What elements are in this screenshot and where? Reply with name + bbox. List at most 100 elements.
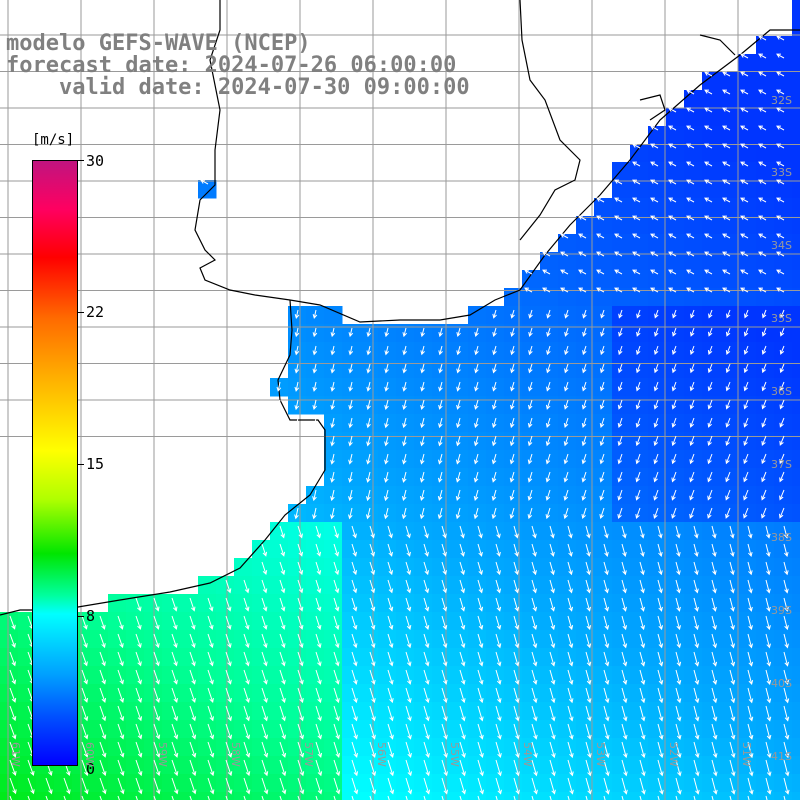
wind-arrow <box>171 795 174 800</box>
field-cell <box>126 612 145 631</box>
wind-arrow <box>707 399 713 410</box>
field-cell <box>540 684 559 703</box>
field-cell <box>540 432 559 451</box>
wind-arrow <box>740 233 749 239</box>
field-cell <box>396 684 415 703</box>
wind-arrow <box>153 651 160 667</box>
field-cell <box>630 522 649 541</box>
field-cell <box>360 702 379 721</box>
field-cell <box>738 378 757 397</box>
wind-arrow <box>585 759 592 777</box>
field-cell <box>126 630 145 649</box>
wind-arrow <box>117 633 124 649</box>
field-cell <box>738 792 757 800</box>
field-cell <box>666 792 685 800</box>
wind-arrow <box>207 633 214 649</box>
field-cell <box>252 558 271 577</box>
wind-arrow <box>423 723 430 740</box>
wind-arrow <box>312 417 317 429</box>
field-cell <box>522 342 541 361</box>
field-cell <box>684 792 703 800</box>
field-cell <box>360 486 379 505</box>
wind-arrow <box>650 269 659 275</box>
field-cell <box>378 414 397 433</box>
wind-arrow <box>495 543 501 557</box>
wind-arrow <box>207 777 215 795</box>
wind-arrow <box>402 345 407 356</box>
field-cell <box>270 594 289 613</box>
field-cell <box>594 414 613 433</box>
field-cell <box>360 558 379 577</box>
field-cell <box>450 342 469 361</box>
wind-arrow <box>261 651 268 667</box>
field-cell <box>468 720 487 739</box>
field-cell <box>396 738 415 757</box>
wind-arrow <box>632 179 641 185</box>
wind-arrow <box>297 759 305 777</box>
field-cell <box>468 504 487 523</box>
wind-arrow <box>207 669 214 685</box>
wind-arrow <box>704 125 713 131</box>
wind-arrow <box>549 741 556 759</box>
wind-arrow <box>635 399 641 410</box>
field-cell <box>756 666 775 685</box>
wind-arrow <box>531 597 538 612</box>
wind-arrow <box>81 633 88 649</box>
field-cell <box>522 684 541 703</box>
wind-arrow <box>722 197 731 203</box>
wind-arrow <box>690 327 695 337</box>
field-cell <box>594 702 613 721</box>
wind-arrow <box>225 669 232 685</box>
wind-arrow <box>776 53 785 59</box>
field-cell <box>666 558 685 577</box>
field-cell <box>540 306 559 325</box>
wind-arrow <box>312 309 318 319</box>
field-cell <box>630 432 649 451</box>
wind-arrow <box>369 669 376 685</box>
wind-arrow <box>765 759 772 777</box>
field-cell <box>486 774 505 793</box>
field-cell <box>414 468 433 487</box>
wind-arrow <box>402 363 407 374</box>
wind-arrow <box>722 179 731 185</box>
field-cell <box>252 738 271 757</box>
field-cell <box>360 666 379 685</box>
field-cell <box>468 738 487 757</box>
wind-arrow <box>402 435 407 447</box>
field-cell <box>378 486 397 505</box>
lon-label: 58W <box>229 742 242 767</box>
wind-arrow <box>686 197 695 203</box>
wind-arrow <box>441 687 448 704</box>
wind-arrow <box>560 233 569 239</box>
field-cell <box>360 468 379 487</box>
wind-arrow <box>405 561 412 576</box>
field-cell <box>684 612 703 631</box>
wind-arrow <box>704 197 713 203</box>
field-cell <box>504 360 523 379</box>
field-cell <box>396 774 415 793</box>
field-cell <box>360 360 379 379</box>
lon-label: 61W <box>9 742 22 767</box>
field-cell <box>684 396 703 415</box>
field-cell <box>414 792 433 800</box>
field-cell <box>198 612 217 631</box>
wind-arrow <box>783 705 790 722</box>
field-cell <box>252 756 271 775</box>
wind-arrow <box>783 759 790 777</box>
field-cell <box>594 288 613 307</box>
field-cell <box>396 396 415 415</box>
wind-vectors <box>9 35 790 800</box>
field-cell <box>432 414 451 433</box>
wind-arrow <box>621 525 627 539</box>
field-cell <box>558 630 577 649</box>
field-cell <box>216 702 235 721</box>
field-cell <box>774 648 793 667</box>
wind-arrow <box>369 525 375 539</box>
wind-arrow <box>740 161 749 167</box>
field-cell <box>702 90 721 109</box>
field-cell <box>504 756 523 775</box>
coastline-segment <box>699 34 736 56</box>
wind-arrow <box>546 327 551 337</box>
field-cell <box>432 522 451 541</box>
field-cell <box>720 594 739 613</box>
